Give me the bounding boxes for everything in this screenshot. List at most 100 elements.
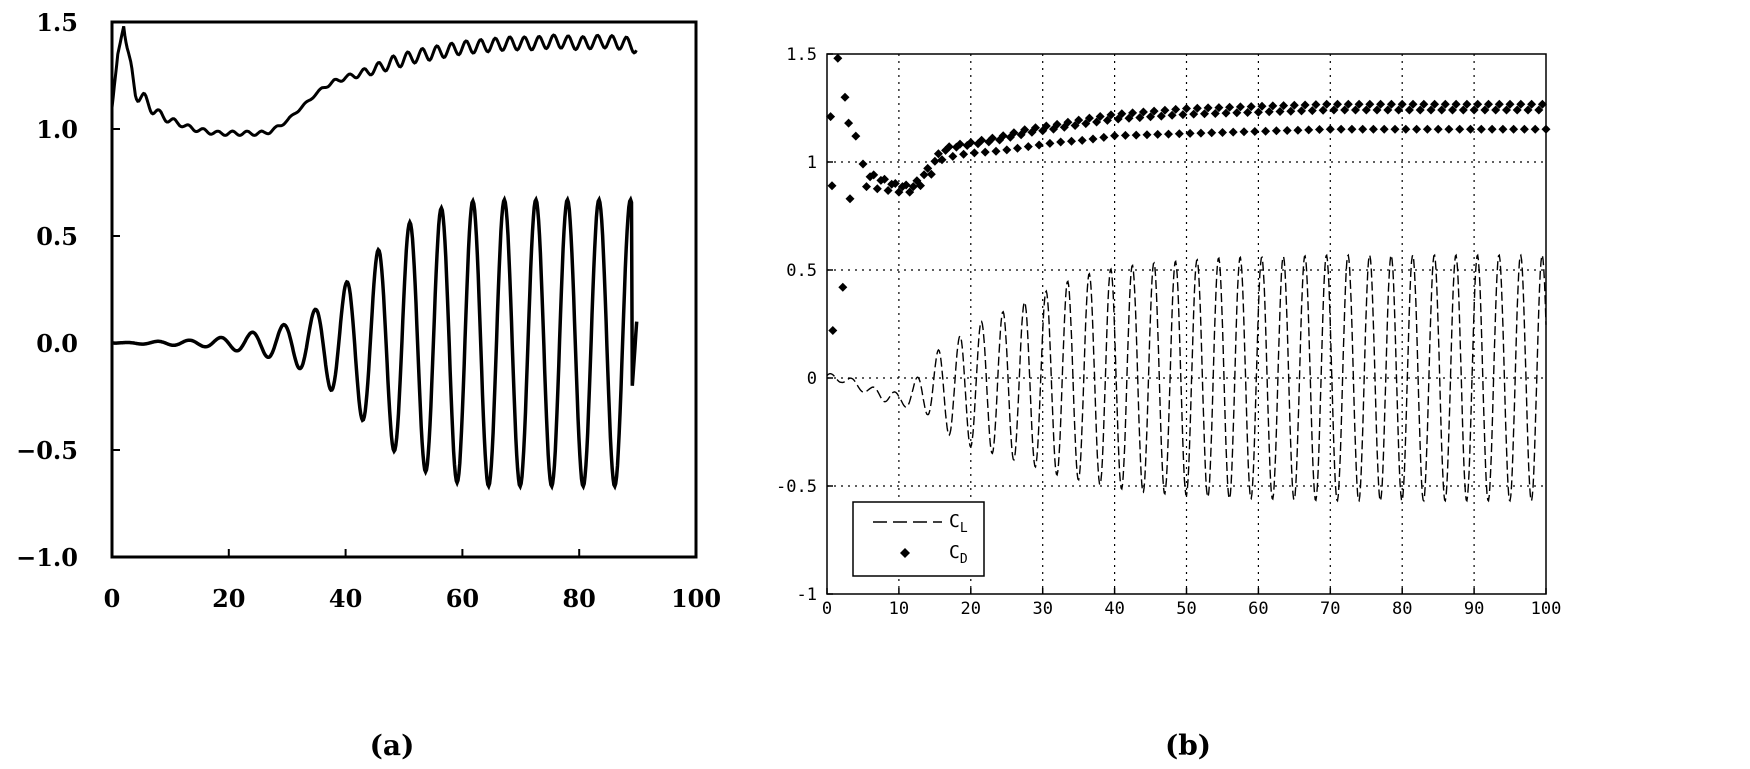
panel-b-cd-marker (1361, 105, 1371, 115)
panel-b-cd-marker (1343, 99, 1353, 109)
panel-b-cd-marker (1156, 111, 1166, 121)
panel-b-cd-marker (923, 163, 933, 173)
panel-b-cd-marker (1253, 107, 1263, 117)
panel-b-cd-marker (1516, 99, 1526, 109)
panel-b-cd-marker (959, 149, 969, 159)
panel-a-x-tick-label: 20 (212, 584, 245, 613)
panel-b-cd-marker (1527, 99, 1537, 109)
panel-b-cd-marker (1404, 105, 1414, 115)
panel-b-cd-marker (1067, 136, 1076, 146)
panel-b-cd-marker (1095, 112, 1105, 121)
panel-b-cd-marker (1534, 105, 1544, 115)
panel-b-cd-marker (1325, 124, 1335, 134)
panel-a-x-tick-label: 80 (562, 584, 595, 613)
panel-b-cd-marker (1271, 126, 1281, 136)
panel-b-cd-marker (1286, 106, 1296, 116)
panel-b-cd-marker (1358, 124, 1368, 134)
panel-b-cd-marker (1372, 105, 1382, 115)
panel-b-cd-marker (1167, 110, 1177, 120)
panel-b-cd-marker (1448, 105, 1457, 115)
panel-b-cd-marker (1264, 107, 1274, 117)
legend: CL CD (852, 501, 985, 577)
panel-b-cd-marker (1221, 108, 1231, 118)
panel-b-cd-marker (1376, 99, 1386, 109)
panel-b-cd-marker (845, 194, 855, 204)
panel-b-cd-marker (1537, 99, 1547, 109)
panel-a-y-tick-label: −1.0 (16, 543, 78, 572)
panel-b-cd-marker (1458, 105, 1468, 115)
panel-b-cd-marker (1502, 105, 1511, 115)
panel-b-cd-marker (828, 326, 838, 335)
panel-b-cd-marker (1469, 105, 1479, 115)
panel-b-x-tick-label: 50 (1176, 599, 1196, 619)
panel-b-cd-marker (1444, 124, 1454, 134)
panel-b-cd-marker (1189, 109, 1199, 119)
panel-a-drag-curve (110, 25, 638, 137)
panel-b-cd-marker (1106, 110, 1116, 120)
panel-b-cd-marker (833, 53, 843, 63)
panel-b-cd-marker (1401, 124, 1411, 134)
panel-b-cd-marker (1110, 131, 1120, 141)
panel-b-cd-marker (930, 156, 940, 166)
panel-b-cd-marker (1484, 99, 1493, 109)
panel-a-y-ticks: 1.5 1.0 0.5 0.0 −0.5 −1.0 (16, 8, 120, 572)
panel-b-cd-marker (883, 186, 893, 195)
panel-b-cd-marker (1322, 99, 1332, 109)
panel-a-y-tick-label: −0.5 (16, 436, 78, 465)
panel-b-y-ticks: 1.5 1 0.5 0 -0.5 -1 (776, 45, 833, 605)
panel-b-cd-marker (1239, 127, 1249, 137)
panel-b-cd-marker (1084, 113, 1094, 123)
panel-b-cd-marker (926, 169, 936, 179)
panel-b-cd-marker (933, 149, 943, 159)
panel-b-cd-marker (1340, 105, 1350, 115)
panel-b-cd-marker (1041, 121, 1051, 131)
panel-b-cd-marker (880, 174, 889, 184)
panel-a-series (110, 25, 639, 491)
panel-b-cd-marker (1196, 128, 1206, 138)
panel-b-cd-marker (1318, 105, 1328, 115)
panel-b-x-tick-label: 30 (1032, 599, 1052, 619)
panel-b-cd-marker (1200, 109, 1209, 119)
panel-b-cd-marker (851, 131, 861, 141)
panel-b-cd-marker (1149, 106, 1159, 116)
panel-b-cd-marker (1354, 99, 1364, 109)
panel-b-cd-marker (955, 139, 965, 149)
panel-a: 1.5 1.0 0.5 0.0 −0.5 −1.0 0 20 40 60 80 100 (a) (16, 8, 721, 762)
panel-b-cd-marker (826, 112, 836, 122)
panel-b-cd-marker (1023, 142, 1033, 152)
panel-b-cd-marker (1437, 105, 1447, 115)
panel-b-cd-marker (1081, 119, 1091, 129)
panel-b-cd-marker (1117, 109, 1127, 119)
panel-b-y-tick-label: 0.5 (786, 261, 817, 281)
panel-b-cd-marker (1261, 126, 1271, 136)
panel-b-x-tick-label: 10 (889, 599, 909, 619)
panel-b-cd-marker (1045, 138, 1055, 148)
panel-b-cd-marker (1512, 105, 1522, 115)
panel-b-cd-marker (1052, 119, 1062, 129)
panel-a-x-tick-label: 40 (329, 584, 362, 613)
panel-b-cd-marker (1218, 128, 1227, 137)
panel-b-cd-marker (1473, 99, 1483, 109)
panel-b-cd-marker (1142, 130, 1152, 140)
panel-b-x-tick-label: 80 (1392, 599, 1412, 619)
panel-b-cd-marker (1440, 99, 1450, 109)
panel-a-x-tick-label: 60 (446, 584, 479, 613)
panel-b-x-tick-label: 90 (1464, 599, 1484, 619)
panel-b-cd-marker (977, 135, 987, 145)
panel-b-cd-marker (1203, 103, 1213, 113)
panel-b-cd-marker (998, 131, 1008, 141)
panel-b-cd-marker (1300, 100, 1310, 110)
panel-b-cd-marker (1311, 100, 1321, 110)
panel-b-x-tick-label: 20 (961, 599, 981, 619)
panel-b-cd-marker (1250, 127, 1260, 136)
panel-a-y-tick-label: 0.0 (36, 329, 78, 358)
panel-b-cd-marker (1394, 105, 1404, 115)
panel-b-cd-marker (1002, 145, 1012, 155)
panel-b-cd-marker (905, 187, 915, 197)
panel-b-cd-marker (1383, 105, 1393, 115)
panel-b-cd-marker (1451, 99, 1461, 109)
panel-b-cd-marker (1480, 105, 1490, 115)
panel-b-x-tick-label: 0 (822, 599, 832, 619)
panel-b-cd-marker (1056, 137, 1066, 147)
